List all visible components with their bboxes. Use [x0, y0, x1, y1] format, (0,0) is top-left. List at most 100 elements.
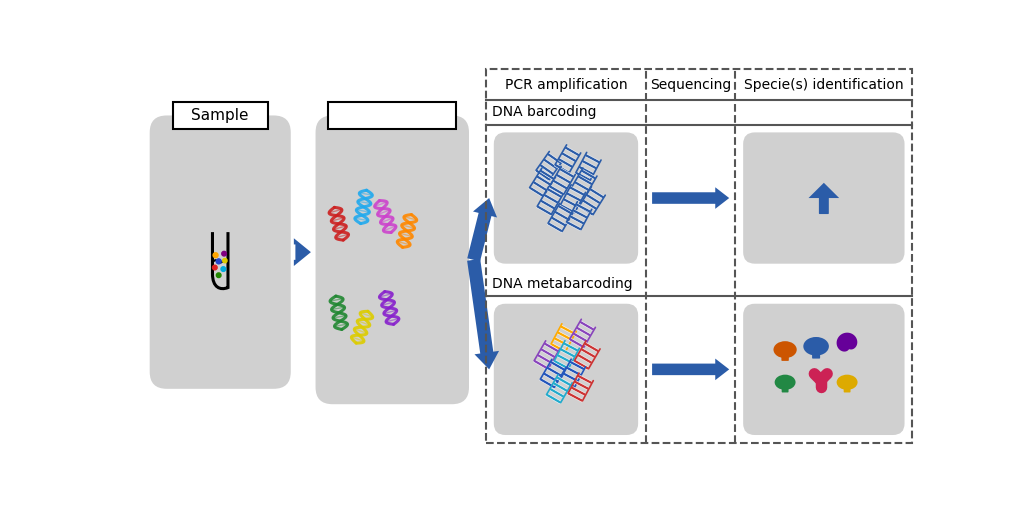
FancyBboxPatch shape: [812, 346, 820, 359]
FancyBboxPatch shape: [329, 103, 457, 129]
Polygon shape: [559, 168, 574, 178]
Text: DNA barcoding: DNA barcoding: [493, 105, 597, 120]
Polygon shape: [652, 187, 729, 209]
Polygon shape: [557, 354, 572, 364]
Ellipse shape: [774, 374, 796, 390]
Polygon shape: [560, 325, 575, 335]
Polygon shape: [554, 337, 569, 347]
Circle shape: [222, 251, 226, 256]
Polygon shape: [540, 348, 556, 359]
Text: Specie(s) identification: Specie(s) identification: [744, 77, 903, 92]
FancyBboxPatch shape: [315, 115, 469, 404]
Polygon shape: [546, 393, 561, 404]
Polygon shape: [544, 342, 559, 352]
Polygon shape: [536, 175, 551, 186]
Polygon shape: [566, 192, 582, 202]
Polygon shape: [528, 186, 544, 198]
Polygon shape: [574, 181, 590, 191]
Polygon shape: [558, 157, 573, 168]
Polygon shape: [581, 169, 596, 180]
Polygon shape: [578, 353, 593, 364]
Polygon shape: [563, 198, 579, 208]
Polygon shape: [584, 342, 599, 352]
Polygon shape: [579, 205, 594, 216]
FancyBboxPatch shape: [819, 194, 828, 214]
Polygon shape: [553, 360, 569, 370]
Polygon shape: [543, 372, 558, 383]
Ellipse shape: [803, 337, 828, 356]
Polygon shape: [557, 331, 572, 341]
Polygon shape: [570, 187, 586, 197]
Polygon shape: [294, 238, 311, 266]
FancyBboxPatch shape: [150, 115, 291, 389]
Polygon shape: [553, 382, 568, 392]
Polygon shape: [550, 343, 566, 353]
Polygon shape: [572, 332, 588, 343]
Ellipse shape: [773, 341, 797, 358]
Polygon shape: [570, 386, 587, 396]
Text: DNA metabarcoding: DNA metabarcoding: [493, 277, 633, 291]
Polygon shape: [569, 186, 585, 196]
Polygon shape: [837, 332, 857, 351]
Polygon shape: [575, 203, 591, 213]
Polygon shape: [560, 204, 575, 214]
FancyBboxPatch shape: [494, 132, 638, 264]
Polygon shape: [556, 173, 571, 184]
Polygon shape: [554, 164, 570, 174]
Polygon shape: [547, 366, 562, 377]
Polygon shape: [573, 380, 590, 390]
Text: Sample: Sample: [191, 108, 249, 123]
Polygon shape: [589, 188, 604, 199]
FancyBboxPatch shape: [743, 304, 904, 435]
Polygon shape: [550, 361, 565, 371]
Polygon shape: [536, 169, 550, 181]
Polygon shape: [467, 259, 499, 369]
Polygon shape: [540, 199, 555, 210]
Polygon shape: [557, 205, 573, 215]
Circle shape: [221, 267, 225, 271]
Polygon shape: [564, 146, 580, 156]
Polygon shape: [554, 210, 569, 221]
FancyBboxPatch shape: [173, 103, 267, 129]
Polygon shape: [540, 169, 555, 181]
FancyBboxPatch shape: [494, 304, 638, 435]
Polygon shape: [566, 221, 582, 231]
Polygon shape: [566, 366, 582, 377]
Polygon shape: [582, 160, 597, 170]
Circle shape: [222, 259, 227, 263]
Polygon shape: [547, 188, 562, 198]
Polygon shape: [581, 348, 596, 359]
Polygon shape: [582, 199, 597, 210]
Text: Sequencing: Sequencing: [650, 77, 731, 92]
Polygon shape: [575, 326, 591, 337]
Polygon shape: [585, 154, 600, 164]
Polygon shape: [563, 372, 579, 382]
Polygon shape: [549, 185, 564, 195]
Polygon shape: [551, 216, 566, 227]
Circle shape: [212, 265, 217, 270]
Polygon shape: [537, 205, 552, 215]
Polygon shape: [563, 342, 579, 352]
Polygon shape: [560, 348, 575, 358]
Polygon shape: [549, 387, 564, 398]
Polygon shape: [578, 175, 593, 186]
Polygon shape: [579, 166, 594, 175]
Polygon shape: [540, 378, 555, 388]
Polygon shape: [548, 222, 563, 232]
Circle shape: [216, 259, 221, 264]
Polygon shape: [543, 158, 558, 170]
Polygon shape: [567, 392, 583, 402]
FancyBboxPatch shape: [781, 349, 788, 361]
Polygon shape: [532, 181, 548, 192]
Polygon shape: [560, 378, 575, 388]
Polygon shape: [577, 374, 593, 384]
FancyBboxPatch shape: [781, 382, 788, 392]
Polygon shape: [569, 338, 585, 348]
Circle shape: [213, 253, 218, 258]
Polygon shape: [569, 215, 585, 225]
Ellipse shape: [837, 374, 857, 390]
FancyBboxPatch shape: [743, 132, 904, 264]
Polygon shape: [569, 361, 585, 370]
Polygon shape: [537, 353, 552, 364]
FancyBboxPatch shape: [844, 382, 851, 392]
